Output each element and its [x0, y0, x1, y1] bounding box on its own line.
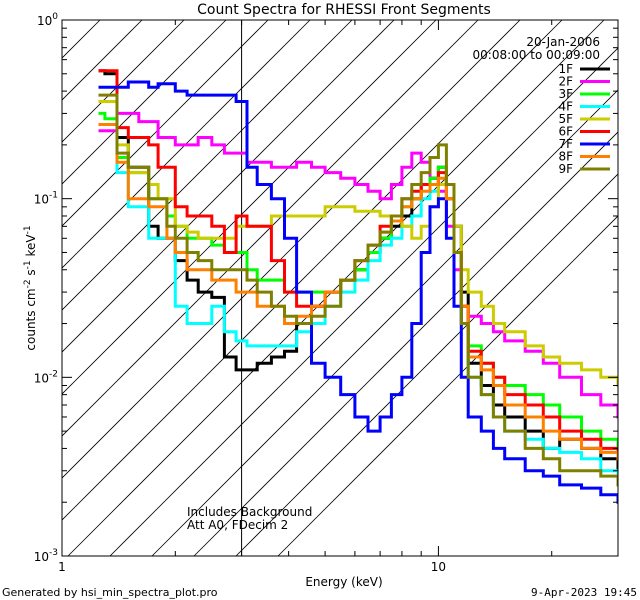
hatch-line [62, 20, 353, 311]
annotation-background: Includes Background [187, 505, 312, 519]
chart-title: Count Spectra for RHESSI Front Segments [197, 2, 491, 18]
legend-label-8F: 8F [558, 150, 573, 164]
observation-time-range: 00:08:00 to 00:09:00 [473, 48, 600, 62]
hatch-line [62, 20, 311, 269]
hatch-line [67, 20, 605, 556]
series-8F [98, 123, 618, 461]
y-axis-label: counts cm-2 s-1 keV-1 [23, 225, 38, 350]
hatch-line [62, 20, 269, 227]
x-axis-label: Energy (keV) [305, 575, 382, 589]
legend-label-7F: 7F [558, 137, 573, 151]
x-tick-label: 1 [58, 560, 66, 574]
y-tick-label: 100 [37, 12, 58, 28]
y-tick-label: 10-2 [34, 369, 58, 385]
series-9F [98, 93, 618, 487]
legend-label-9F: 9F [558, 162, 573, 176]
hatch-line [109, 47, 618, 556]
legend-label-5F: 5F [558, 112, 573, 126]
hatch-line [193, 131, 618, 556]
series-7F [98, 80, 618, 504]
axis-ticks: 1 10 100 10-1 10-2 10-3 [34, 12, 619, 574]
hatch-line [62, 20, 143, 101]
legend-label-1F: 1F [558, 62, 573, 76]
hatch-line [62, 20, 395, 353]
legend-label-3F: 3F [558, 87, 573, 101]
hatch-line [277, 215, 618, 556]
hatch-line [62, 20, 521, 479]
legend-label-6F: 6F [558, 125, 573, 139]
hatch-line [62, 20, 479, 437]
plot-frame [61, 19, 619, 557]
hatch-line [62, 20, 101, 59]
x-tick-label: 10 [431, 560, 446, 574]
hatch-line [62, 20, 563, 521]
series-layer [98, 69, 618, 504]
hatch-line [235, 173, 618, 556]
footer-generated-by: Generated by hsi_min_spectra_plot.pro [2, 586, 218, 599]
footer-timestamp: 9-Apr-2023 19:45 [531, 586, 637, 599]
series-2F [98, 111, 618, 419]
hatch-line [62, 20, 185, 143]
hatch-line [62, 20, 437, 395]
y-tick-label: 10-3 [34, 548, 58, 564]
annotation-attenuator: Att A0, FDecim 2 [187, 518, 288, 532]
observation-date: 20-Jan-2006 [526, 35, 600, 49]
y-tick-label: 10-1 [34, 191, 58, 207]
legend-label-4F: 4F [558, 100, 573, 114]
series-5F [98, 100, 618, 387]
below-threshold-hatch [62, 20, 618, 556]
legend-label-2F: 2F [558, 75, 573, 89]
hatch-line [62, 20, 227, 185]
series-6F [98, 69, 618, 461]
